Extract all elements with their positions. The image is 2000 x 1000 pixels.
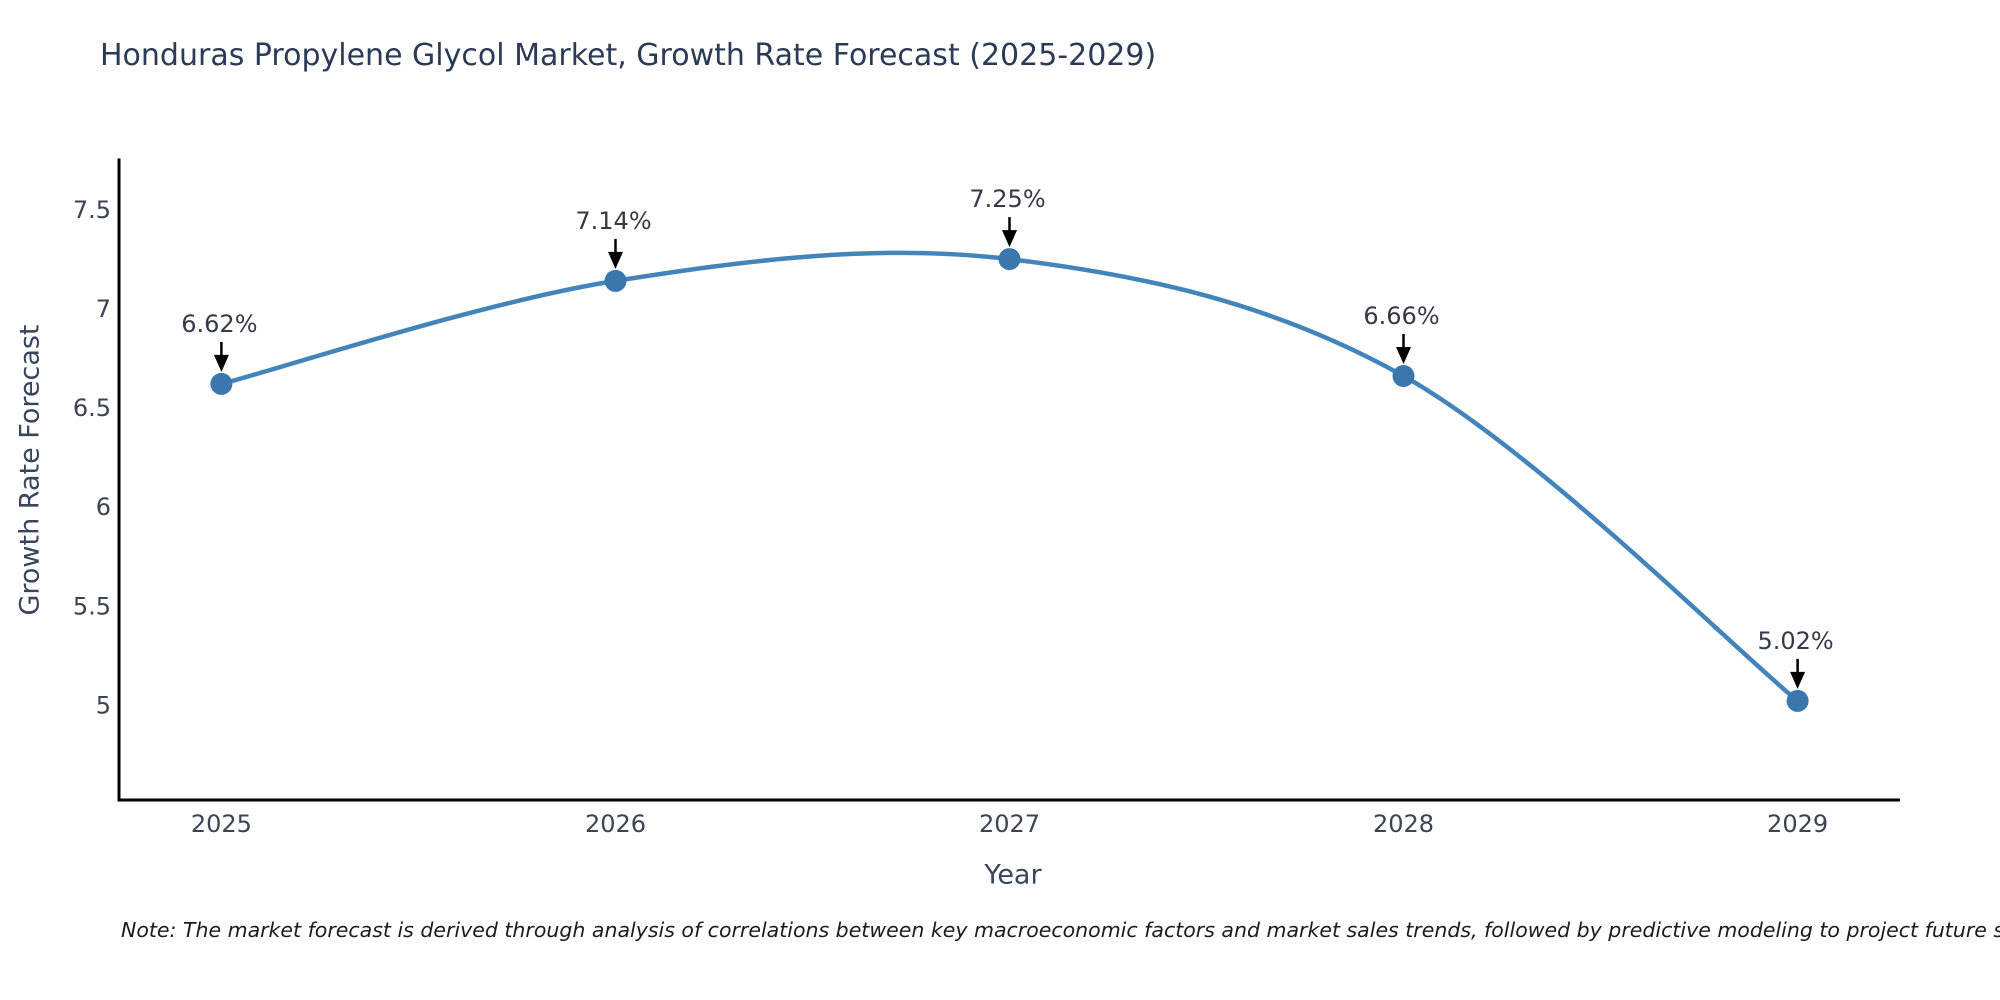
x-tick-label: 2029: [1767, 810, 1828, 838]
y-tick-label: 7: [96, 295, 111, 323]
annotation-arrow-head: [1396, 347, 1411, 364]
note-text: Note: The market forecast is derived thr…: [121, 918, 2000, 942]
y-tick-label: 5.5: [73, 592, 111, 620]
y-tick-label: 6.5: [73, 394, 111, 422]
annotation-arrow-head: [608, 251, 623, 269]
x-tick-label: 2027: [979, 810, 1040, 838]
point-label: 6.62%: [181, 310, 257, 338]
data-point: [1786, 689, 1809, 712]
annotation-arrow-head: [1002, 230, 1017, 248]
x-tick-label: 2026: [585, 810, 646, 838]
annotation-arrow-head: [1790, 671, 1806, 689]
point-label: 7.14%: [575, 207, 651, 235]
data-point: [604, 269, 627, 292]
data-point: [210, 372, 233, 395]
data-point: [998, 248, 1021, 271]
y-tick-label: 7.5: [73, 196, 111, 224]
x-axis-title: Year: [984, 859, 1042, 891]
forecast-line: [219, 250, 1800, 704]
point-label: 5.02%: [1757, 627, 1833, 655]
x-tick-label: 2025: [191, 810, 252, 838]
annotation-arrow-head: [213, 354, 229, 372]
chart-title: Honduras Propylene Glycol Market, Growth…: [100, 38, 1157, 73]
y-tick-label: 6: [96, 493, 111, 521]
point-label: 7.25%: [969, 185, 1045, 213]
data-point: [1392, 365, 1415, 387]
x-tick-label: 2028: [1373, 810, 1434, 838]
y-tick-label: 5: [96, 691, 111, 719]
point-label: 6.66%: [1363, 302, 1439, 330]
